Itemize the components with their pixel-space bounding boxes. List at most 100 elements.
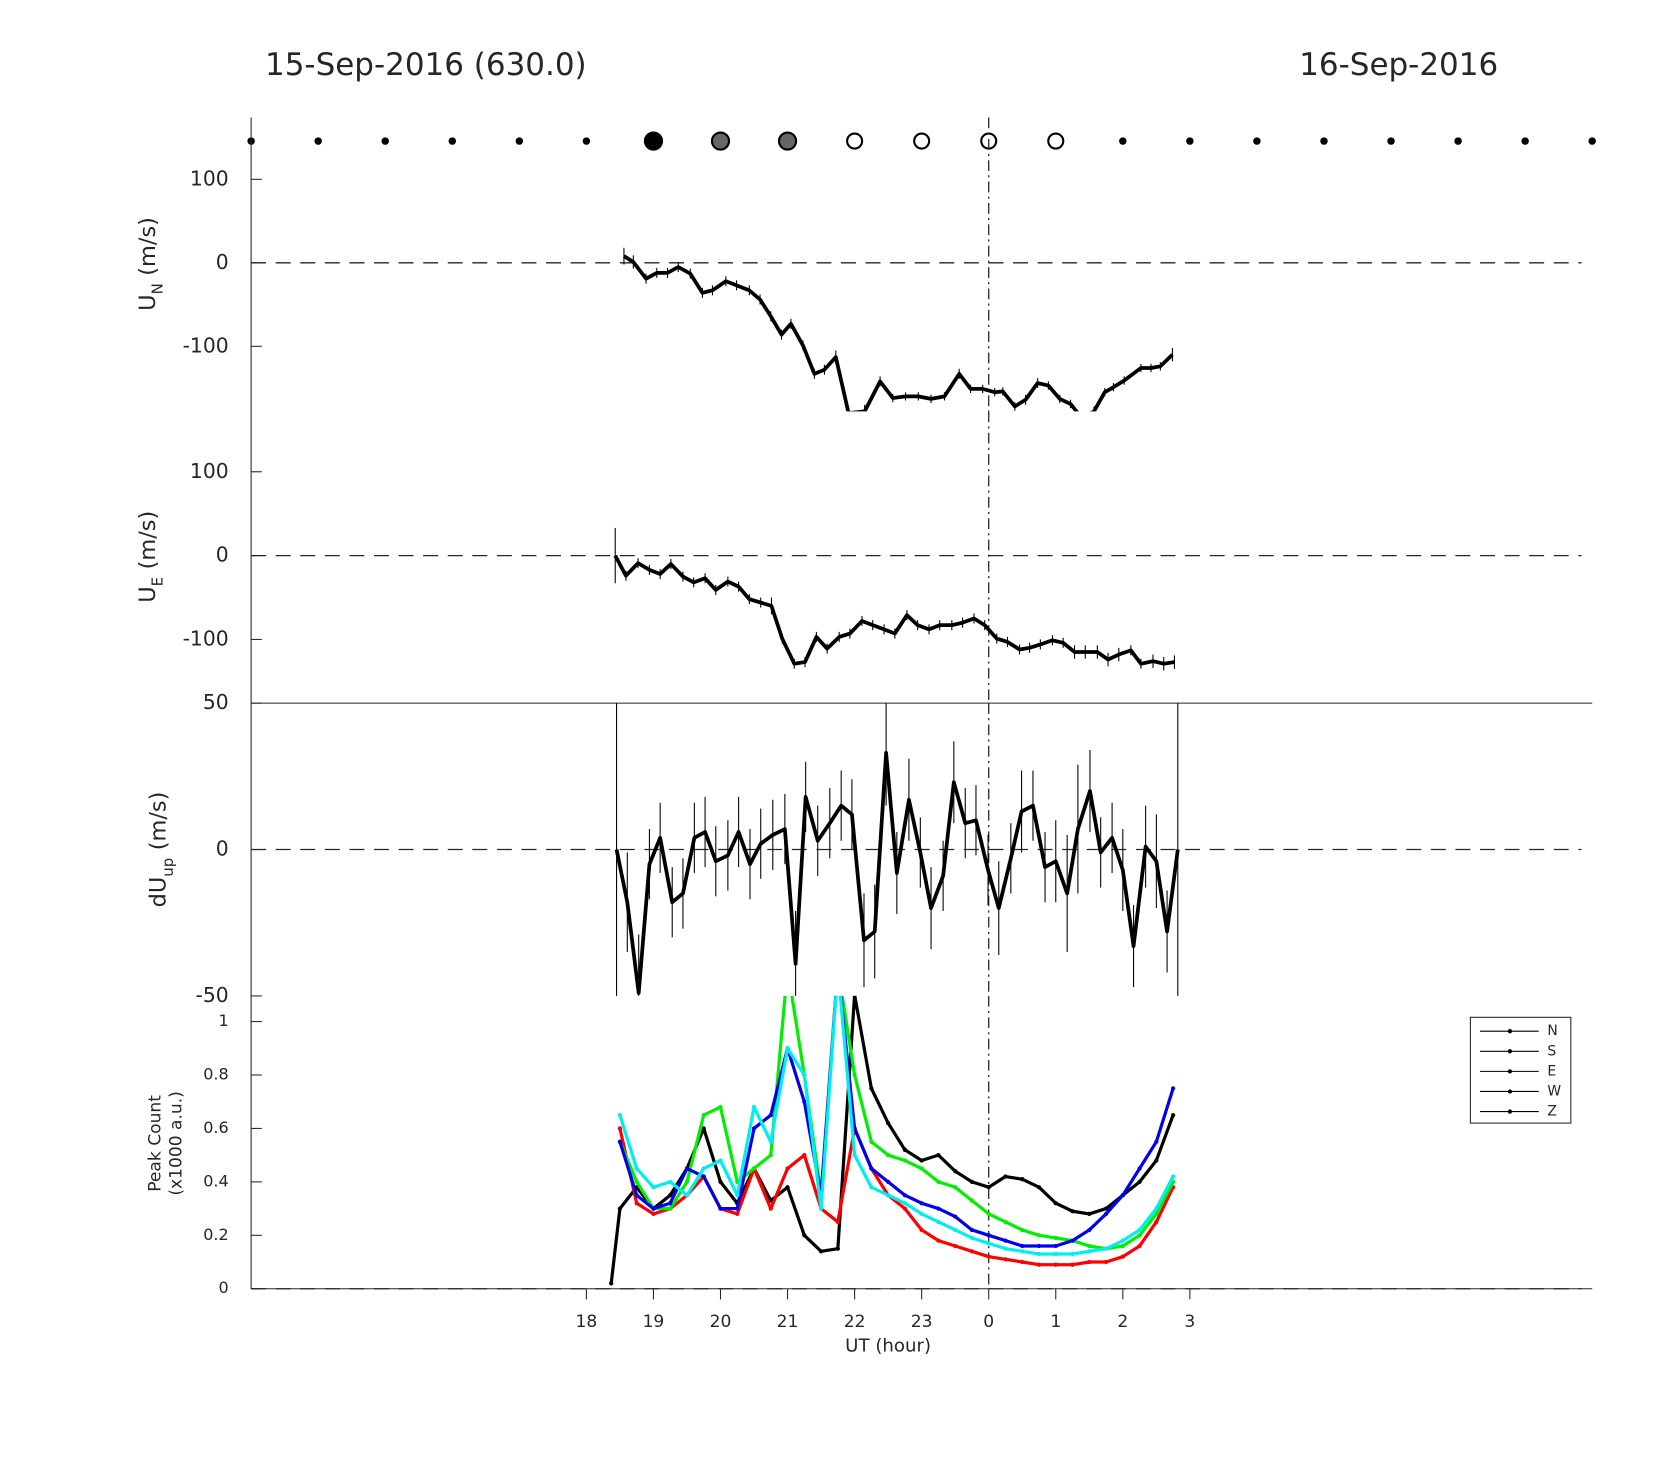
sky-marker [381, 137, 389, 145]
series-dot [1154, 1139, 1159, 1144]
series-dot [735, 1211, 740, 1217]
y-axis-label: dUup (m/s) [146, 792, 177, 908]
series-dot [718, 1158, 723, 1163]
y-axis-label-main: U [135, 586, 161, 602]
series-dot [1120, 1254, 1125, 1259]
series-dot [986, 1211, 991, 1217]
series-dot [969, 1235, 975, 1241]
y-axis-label-unit: (m/s) [135, 217, 161, 276]
y-tick-label: -100 [183, 626, 229, 650]
series-dot [885, 1193, 891, 1198]
sky-marker [314, 137, 322, 145]
series-dot [953, 1243, 958, 1249]
series-dot [818, 1249, 824, 1254]
series-dot [1103, 1246, 1109, 1251]
series-dot [701, 1112, 706, 1118]
series-dot [1036, 1233, 1042, 1238]
series-dot [1036, 1262, 1042, 1267]
series-dot [1137, 1243, 1142, 1249]
sky-marker [1454, 137, 1462, 145]
sky-marker [1521, 137, 1529, 145]
sky-marker [1119, 137, 1127, 145]
series-dot [1003, 1174, 1008, 1179]
series-dot [852, 1153, 857, 1158]
sky-marker [1047, 132, 1065, 150]
x-tick-label: 1 [1050, 1312, 1061, 1332]
y-axis-label-sub: E [148, 577, 166, 586]
series-dot [1103, 1211, 1109, 1217]
y-tick-label: 1 [218, 1011, 228, 1030]
series-dot [885, 1120, 891, 1126]
series-dot [768, 1206, 773, 1211]
series-dot [919, 1201, 924, 1206]
sky-marker [710, 131, 731, 151]
series-dot [634, 1201, 639, 1206]
series-line [613, 554, 1175, 666]
series-dot [751, 1126, 757, 1131]
series-dot [684, 1193, 690, 1198]
legend-label: Z [1547, 1104, 1557, 1120]
series-dot [617, 1112, 623, 1118]
series-dot [668, 1206, 673, 1211]
series-dot [1053, 1251, 1058, 1257]
series-dot [1036, 1251, 1042, 1257]
series-dot [818, 1206, 824, 1211]
series-dot [986, 1185, 991, 1190]
series-line [618, 995, 1175, 1251]
series-dot [1070, 1209, 1075, 1214]
series-dot [1053, 1201, 1058, 1206]
y-tick-label: 0.6 [203, 1118, 228, 1137]
series-dot [885, 1153, 891, 1158]
sky-marker [1253, 137, 1261, 145]
series-dot [684, 1166, 690, 1171]
plot-area [609, 995, 1176, 1286]
y-axis-label-unit: (m/s) [135, 511, 161, 570]
series-dot [651, 1185, 656, 1190]
series-dot [986, 1254, 991, 1259]
series-line [614, 751, 1180, 995]
title-right: 16-Sep-2016 [1299, 47, 1498, 83]
series-dot [852, 995, 857, 998]
sky-marker [515, 137, 524, 145]
series-dot [919, 1158, 924, 1163]
sky-marker [448, 137, 457, 145]
series-dot [1087, 1211, 1092, 1217]
sky-markers [247, 131, 1596, 151]
legend-dot [1507, 1049, 1513, 1054]
y-tick-label: 0.2 [203, 1225, 228, 1244]
series-dot [1087, 1243, 1092, 1249]
sky-marker [777, 131, 798, 151]
series-dot [802, 1072, 807, 1078]
plot-area [614, 703, 1180, 996]
series-dot [1154, 1158, 1159, 1163]
series-dot [634, 1166, 639, 1171]
series-dot [1120, 1238, 1125, 1243]
series-dot [617, 1126, 623, 1131]
series-dot [852, 1072, 857, 1078]
series-dot [1154, 1206, 1159, 1211]
series-dot [1020, 1243, 1025, 1249]
series-dot [1036, 1243, 1042, 1249]
series-dot [835, 1246, 840, 1251]
series-dot [1103, 1206, 1109, 1211]
legend-dot [1507, 1029, 1513, 1034]
series-dot [919, 1166, 924, 1171]
series-dot [751, 1104, 757, 1110]
legend-dot [1507, 1109, 1513, 1114]
series-line [618, 995, 1175, 1248]
x-axis-label: UT (hour) [845, 1335, 931, 1356]
series-dot [1137, 1179, 1142, 1185]
series-dot [1020, 1227, 1025, 1233]
x-tick-label: 23 [911, 1312, 933, 1332]
series-dot [1003, 1246, 1008, 1251]
x-tick-label: 0 [983, 1312, 994, 1332]
series-dot [1003, 1257, 1008, 1262]
series-dot [651, 1206, 656, 1211]
series-dot [1020, 1259, 1025, 1265]
series-dot [1170, 1112, 1176, 1118]
legend-dot [1507, 1069, 1513, 1074]
sky-marker [643, 131, 664, 151]
y-tick-label: 100 [190, 166, 229, 190]
sky-marker [1186, 137, 1194, 145]
y-tick-label: 0 [216, 250, 229, 274]
